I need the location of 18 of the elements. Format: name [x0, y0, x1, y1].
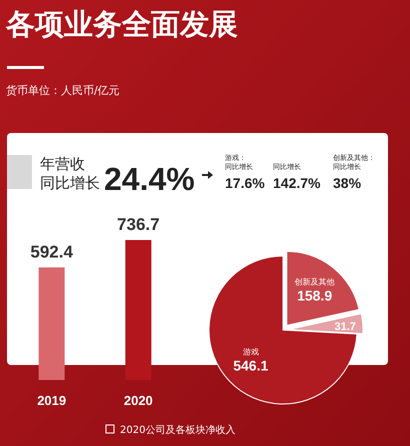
text: 2020公司及各板块净收入: [120, 424, 236, 436]
slice-label: 创新及其他: [294, 278, 335, 287]
text: 同比增长: [40, 174, 100, 192]
data-label: 31.7: [334, 320, 356, 333]
data-label: 592.4: [30, 242, 74, 262]
data-label: 158.9: [297, 288, 332, 304]
chart-title: 各项业务全面发展: [5, 7, 238, 41]
x-tick-label: 2019: [37, 393, 66, 408]
x-tick-label: 2020: [124, 393, 153, 408]
data-label: 546.1: [233, 358, 268, 374]
slice-label: 游戏: [242, 348, 259, 357]
data-label: 736.7: [117, 215, 160, 234]
text: 24.4%: [104, 161, 195, 197]
text: 年营收: [40, 155, 85, 173]
text: 38%: [333, 175, 362, 191]
chart-subtitle: 货币单位：人民币/亿元: [6, 84, 120, 97]
text: 142.7%: [273, 175, 322, 191]
text: 17.6%: [225, 175, 266, 191]
